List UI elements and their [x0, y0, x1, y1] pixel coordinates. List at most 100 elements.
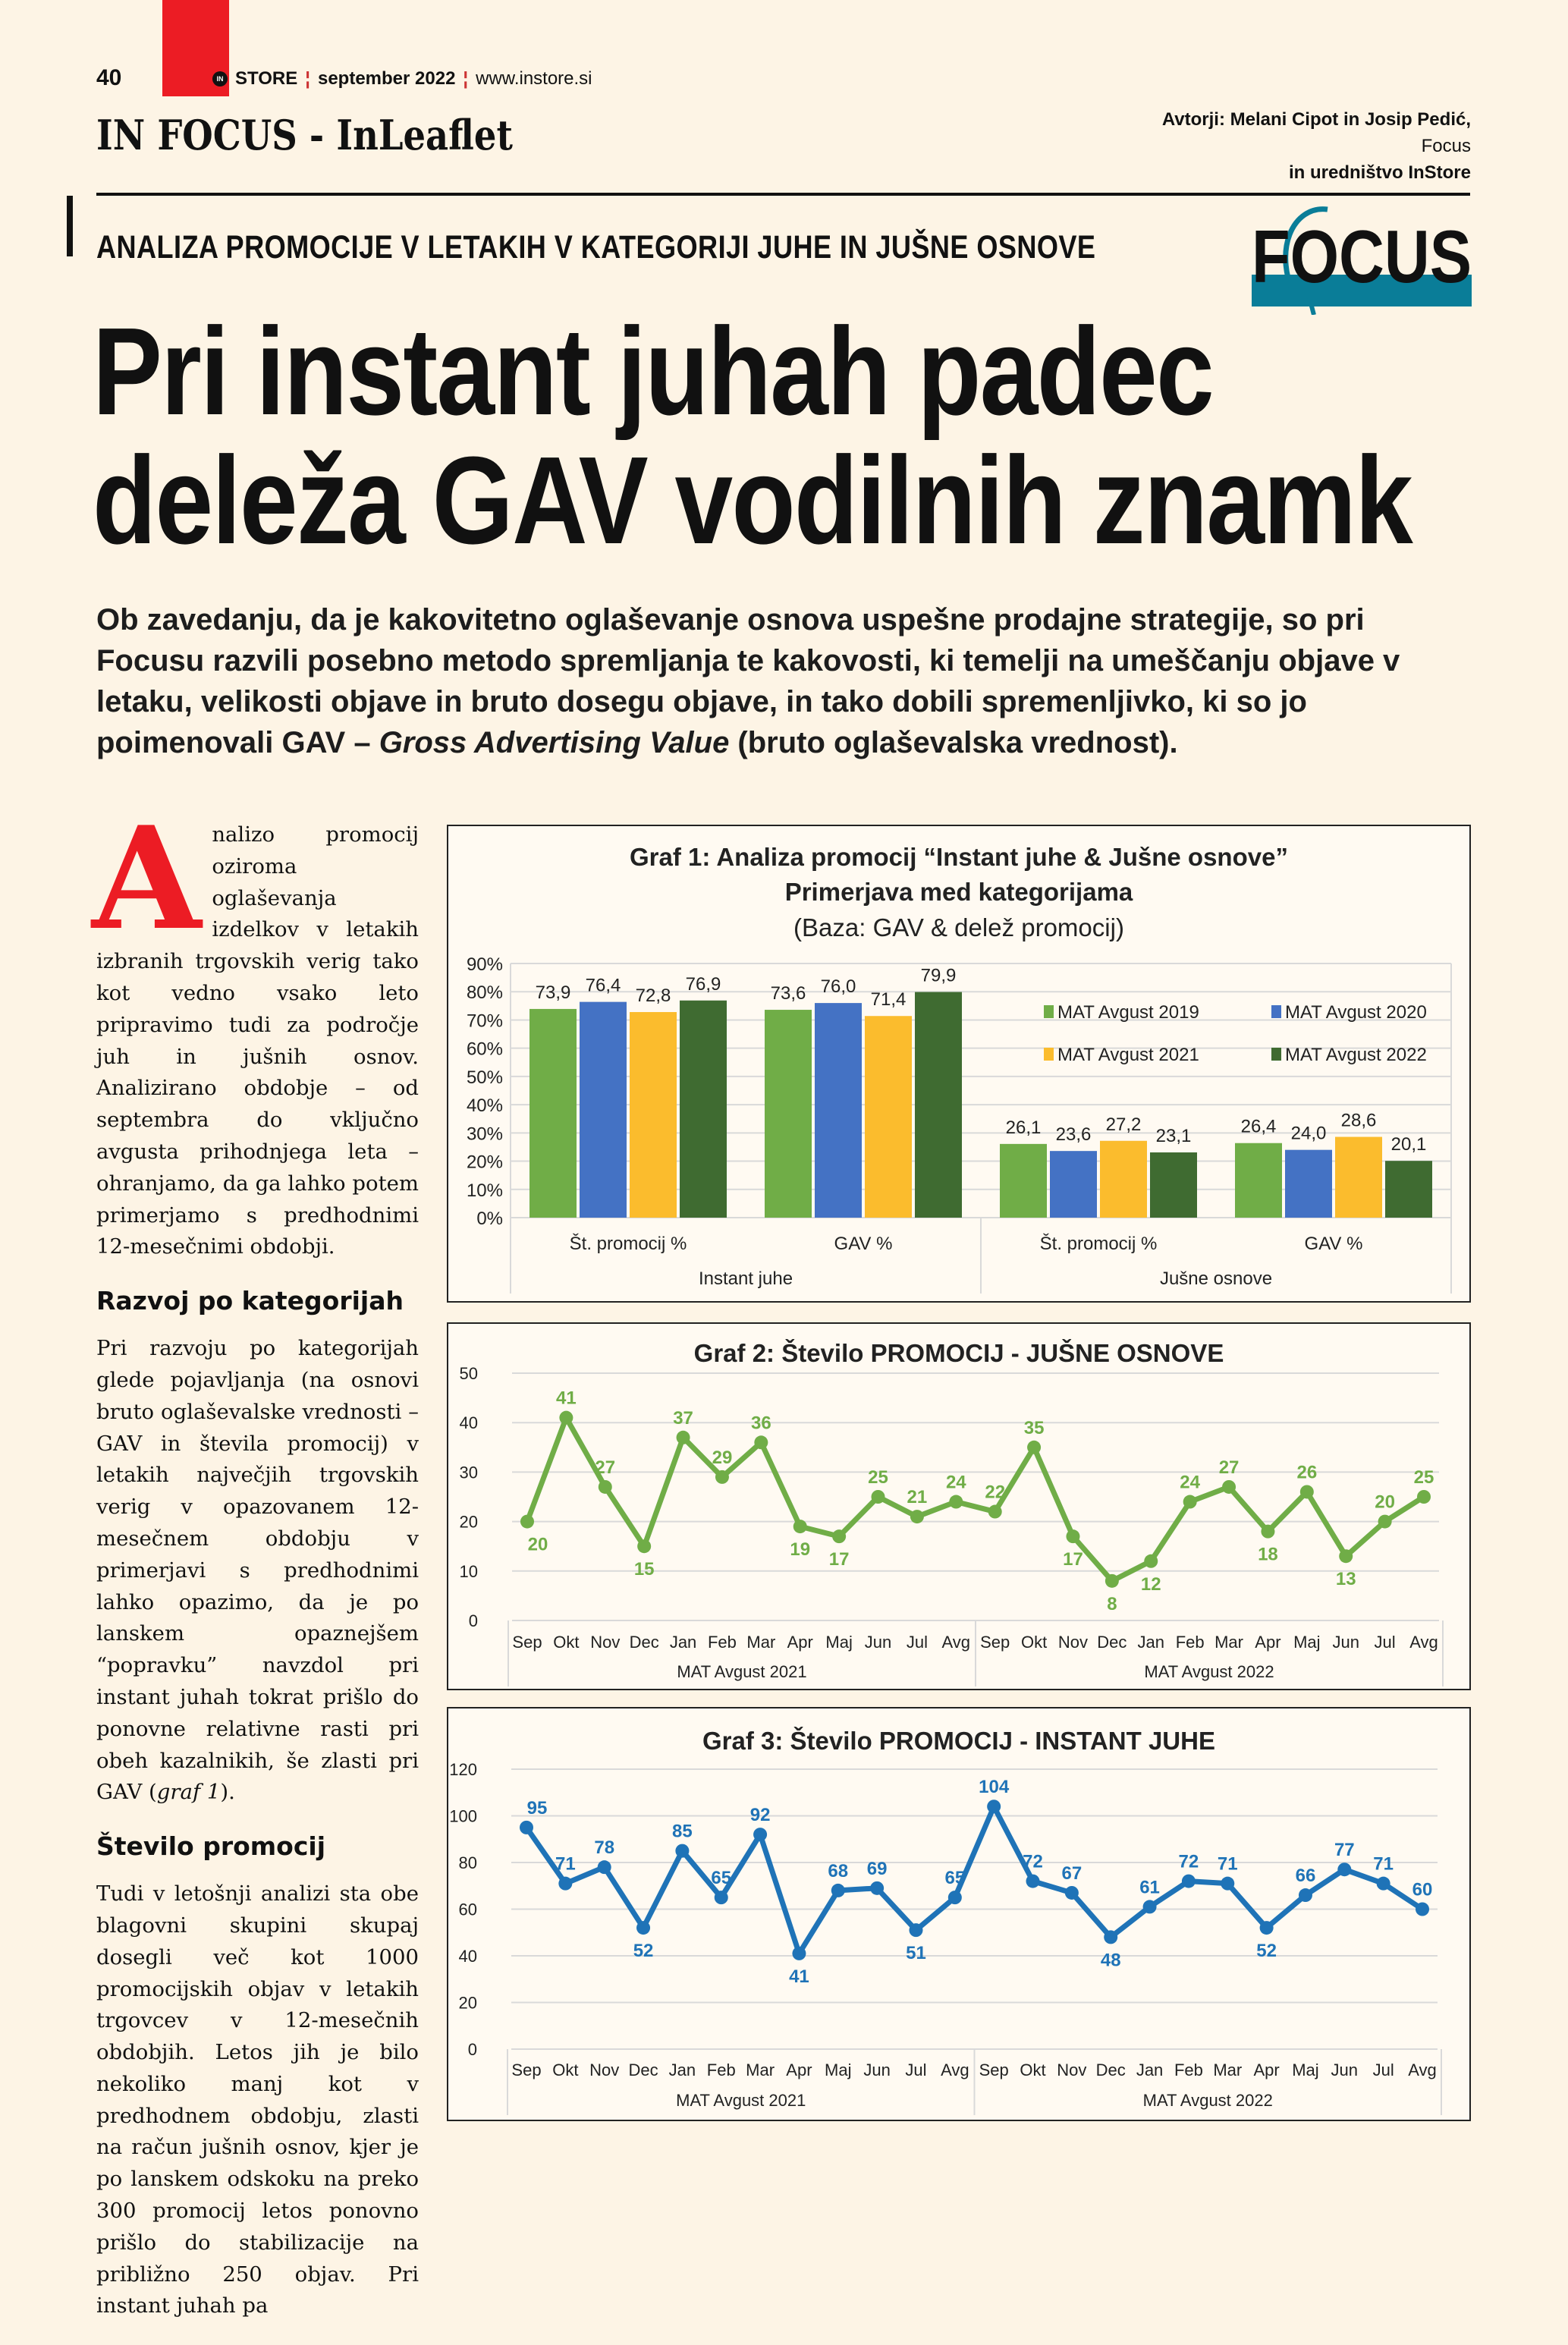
data-point — [714, 1891, 728, 1905]
data-point — [1337, 1862, 1352, 1877]
data-label: 71 — [555, 1854, 576, 1875]
data-label: 76,4 — [586, 976, 621, 996]
data-label: 20 — [528, 1535, 548, 1555]
x-tick-label: Dec — [628, 2061, 658, 2079]
legend-swatch — [1271, 1005, 1281, 1018]
data-point — [1378, 1514, 1392, 1529]
data-label: 20 — [1375, 1492, 1395, 1513]
data-label: 95 — [527, 1798, 548, 1818]
data-label: 25 — [1414, 1467, 1434, 1488]
data-label: 28,6 — [1341, 1111, 1377, 1131]
x-tick-label: Avg — [1408, 2061, 1437, 2079]
x-tick-label: Nov — [1058, 1633, 1088, 1652]
x-tick-label: Avg — [942, 1633, 971, 1652]
data-label: 36 — [751, 1413, 771, 1433]
data-label: 61 — [1139, 1877, 1160, 1897]
logo-text: FOCUS — [1252, 215, 1472, 298]
x-tick-label: Jun — [865, 1633, 891, 1652]
data-point — [832, 1529, 847, 1544]
y-tick-label: 40 — [460, 1413, 478, 1432]
y-tick-label: 30 — [460, 1463, 478, 1482]
authors-names: Avtorji: Melani Cipot in Josip Pedić, — [1161, 109, 1471, 130]
bar-mat-avgust-2021 — [630, 1012, 677, 1218]
bar-mat-avgust-2019 — [1235, 1143, 1282, 1218]
data-label: 72 — [1023, 1852, 1043, 1872]
data-point — [1183, 1495, 1197, 1509]
x-tick-label: Maj — [1292, 2061, 1318, 2079]
intro-paragraph: Ob zavedanju, da je kakovitetno oglaševa… — [96, 599, 1462, 763]
x-tick-label: Dec — [1096, 2061, 1126, 2079]
data-label: 12 — [1141, 1574, 1161, 1595]
x-tick-label: Feb — [1176, 1633, 1205, 1652]
chart-title: Graf 1: Analiza promocij “Instant juhe &… — [630, 843, 1288, 871]
data-point — [637, 1539, 652, 1554]
x-tick-label: Mar — [746, 1633, 775, 1652]
page-number: 40 — [96, 65, 122, 90]
data-label: 41 — [556, 1388, 577, 1409]
data-label: 92 — [750, 1805, 771, 1825]
authors: Avtorji: Melani Cipot in Josip Pedić, Fo… — [1162, 106, 1471, 186]
x-tick-label: Jul — [905, 2061, 926, 2079]
x-tick-label: Sep — [512, 1633, 542, 1652]
data-point — [1376, 1876, 1390, 1891]
data-point — [870, 1881, 885, 1895]
data-label: 85 — [672, 1822, 693, 1842]
data-point — [597, 1860, 611, 1875]
chart-3-box: Graf 3: Število PROMOCIJ - INSTANT JUHE 0… — [447, 1707, 1471, 2121]
y-tick-label: 30% — [467, 1124, 503, 1144]
bar-mat-avgust-2022 — [1385, 1161, 1432, 1218]
bar-mat-avgust-2022 — [915, 992, 962, 1218]
data-label: 19 — [790, 1539, 810, 1560]
series-line — [524, 1415, 1425, 1584]
x-tick-label: Okt — [1020, 2061, 1045, 2079]
data-point — [1417, 1490, 1431, 1504]
y-tick-label: 0 — [469, 1611, 478, 1630]
paragraph-1-text: nalizo promocij oziroma oglaševanja izde… — [96, 822, 419, 1259]
x-tick-label: Apr — [1253, 2061, 1279, 2079]
category-label: GAV % — [834, 1234, 893, 1254]
data-label: 37 — [673, 1408, 693, 1429]
group-label: Jušne osnove — [1160, 1268, 1272, 1289]
y-tick-label: 40% — [467, 1095, 503, 1116]
masthead: IN STORE ¦ september 2022 ¦ www.instore.… — [212, 68, 592, 90]
data-label: 76,9 — [686, 974, 721, 995]
data-label: 71 — [1218, 1854, 1238, 1875]
x-tick-label: Apr — [787, 1633, 813, 1652]
headline: Pri instant juhah padec deleža GAV vodil… — [93, 307, 1413, 565]
legend-swatch — [1271, 1048, 1281, 1061]
data-label: 26,1 — [1006, 1117, 1042, 1138]
x-tick-label: Maj — [1293, 1633, 1320, 1652]
x-tick-label: Mar — [1214, 1633, 1243, 1652]
x-tick-label: Sep — [980, 1633, 1010, 1652]
data-label: 72 — [1179, 1852, 1199, 1872]
data-point — [675, 1844, 690, 1858]
bar-mat-avgust-2022 — [1150, 1152, 1197, 1218]
data-point — [1026, 1874, 1040, 1888]
bar-mat-avgust-2020 — [1285, 1149, 1332, 1218]
chart-1-box: Graf 1: Analiza promocij “Instant juhe &… — [447, 825, 1471, 1303]
data-point — [1222, 1479, 1236, 1494]
chart-2-line: Graf 2: Število PROMOCIJ - JUŠNE OSNOVE 0… — [460, 1338, 1444, 1686]
bar-mat-avgust-2019 — [1000, 1143, 1047, 1218]
x-tick-label: Apr — [1255, 1633, 1280, 1652]
x-tick-label: Feb — [707, 2061, 736, 2079]
paragraph-3: Tudi v letošnji analizi sta obe blagovni… — [96, 1881, 419, 2318]
subheading-stevilo: Število promocij — [96, 1831, 326, 1862]
website-link[interactable]: www.instore.si — [476, 68, 592, 89]
legend-label: MAT Avgust 2022 — [1285, 1045, 1427, 1065]
focus-logo: FOCUS — [1252, 206, 1472, 315]
chart-2-box: Graf 2: Število PROMOCIJ - JUŠNE OSNOVE 0… — [447, 1322, 1471, 1690]
data-point — [987, 1800, 1001, 1814]
x-tick-label: Mar — [1213, 2061, 1242, 2079]
data-label: 65 — [711, 1868, 731, 1888]
kicker-marker — [67, 196, 73, 256]
data-point — [1144, 1554, 1158, 1568]
category-label: GAV % — [1305, 1234, 1363, 1254]
y-tick-label: 40 — [459, 1947, 477, 1966]
x-tick-label: Okt — [1021, 1633, 1047, 1652]
bar-mat-avgust-2022 — [680, 1000, 727, 1218]
x-tick-label: Okt — [552, 2061, 578, 2079]
x-tick-label: Sep — [511, 2061, 541, 2079]
subheading-razvoj: Razvoj po kategorijah — [96, 1286, 404, 1316]
x-tick-label: Jul — [1373, 2061, 1394, 2079]
